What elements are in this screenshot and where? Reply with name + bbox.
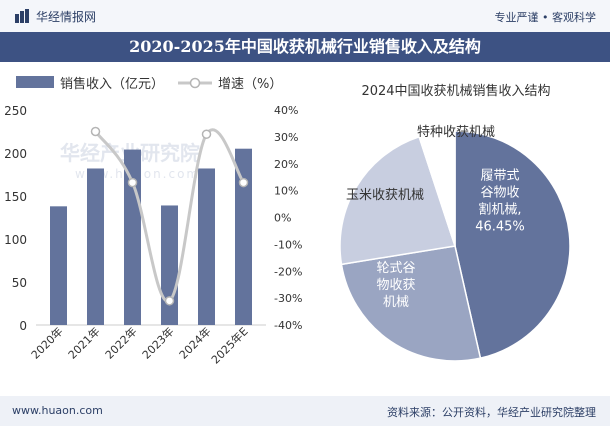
y-left-tick-label: 200 [4, 147, 27, 161]
growth-point-2022年 [127, 177, 138, 188]
bar-2020年 [50, 206, 67, 325]
y-right-tick-label: -40% [274, 319, 302, 332]
y-right-tick-label: 20% [274, 158, 298, 171]
pie-label-1: 谷物收 [480, 186, 519, 201]
slogan: 专业严谨 • 客观科学 [494, 11, 596, 24]
bar-2023年 [161, 205, 178, 325]
pie-slice-特种收获机械 [418, 130, 456, 247]
legend-bar-swatch [16, 76, 54, 88]
x-tick-label: 2025年E [208, 324, 250, 366]
y-right-tick-label: 30% [274, 131, 298, 144]
y-right-tick-label: -20% [274, 265, 302, 278]
growth-point-2025年E [238, 177, 249, 188]
y-right-tick-label: 40% [274, 104, 298, 117]
chart-area: 华经产业研究院www.huaon.com华经产业研究院www.huaon.com… [4, 76, 571, 367]
bar-2024年 [198, 168, 215, 325]
footer-url[interactable]: www.huaon.com [12, 404, 103, 417]
y-right-tick-label: 0% [274, 212, 291, 225]
pie-label-2: 机械 [383, 295, 409, 310]
y-right-tick-label: 10% [274, 185, 298, 198]
pie-label-1: 履带式 [480, 169, 519, 184]
pie-slice-轮式谷物收获机械 [340, 245, 482, 362]
legend-line-label: 增速（%） [218, 77, 282, 92]
y-left-tick-label: 50 [12, 276, 27, 290]
page-title: 2020-2025年中国收获机械行业销售收入及结构 [0, 32, 610, 62]
top-bar: 华经情报网 专业严谨 • 客观科学 [0, 0, 610, 32]
growth-point-2024年 [201, 129, 212, 139]
y-right-tick-label: -10% [274, 238, 302, 251]
pie-label-2: 轮式谷 [376, 261, 415, 276]
y-left-tick-label: 0 [19, 319, 27, 333]
legend-line-marker [189, 77, 201, 89]
x-tick-label: 2024年 [176, 324, 213, 361]
footer: www.huaon.com 资料来源：公开资料，华经产业研究院整理 [0, 396, 610, 426]
growth-point-2021年 [90, 126, 101, 137]
pie-label-1: 割机械, [478, 202, 521, 218]
pie-label-2: 物收获 [376, 278, 415, 293]
pie-label-3: 玉米收获机械 [346, 188, 424, 203]
x-tick-label: 2022年 [102, 324, 139, 361]
y-left-tick-label: 250 [4, 104, 27, 118]
bar-2021年 [87, 168, 104, 325]
x-tick-label: 2020年 [28, 324, 65, 361]
pie-slice-玉米收获机械 [339, 135, 456, 266]
legend-bar-label: 销售收入（亿元） [60, 76, 164, 92]
footer-source: 资料来源：公开资料，华经产业研究院整理 [387, 406, 596, 419]
y-left-tick-label: 100 [4, 233, 27, 247]
brand-name: 华经情报网 [36, 9, 97, 24]
bar-chart-logo-icon [15, 9, 29, 23]
x-tick-label: 2021年 [65, 324, 102, 361]
y-right-tick-label: -30% [274, 292, 302, 305]
pie-label-4: 特种收获机械 [417, 125, 495, 140]
brand-logo[interactable]: 华经情报网 [14, 8, 96, 24]
bar-2025年E [235, 148, 252, 325]
pie-label-1: 46.45% [475, 220, 525, 235]
pie-title: 2024中国收获机械销售收入结构 [361, 83, 550, 99]
pie-slice-履带式谷物收割机械 [454, 130, 571, 360]
bar-2022年 [124, 149, 141, 325]
growth-point-2023年 [164, 296, 175, 306]
x-tick-label: 2023年 [139, 324, 176, 361]
y-left-tick-label: 150 [4, 190, 27, 204]
